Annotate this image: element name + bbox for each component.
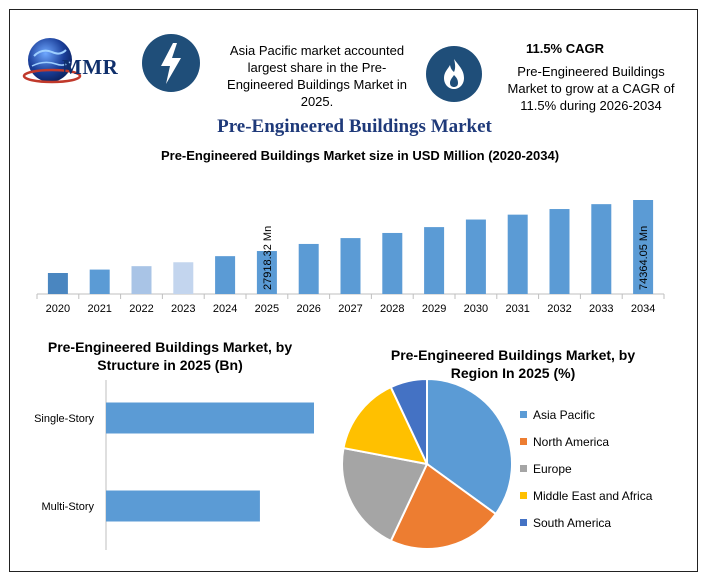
bar-2024 [215, 256, 236, 294]
x-tick-label-2029: 2029 [422, 303, 446, 315]
legend-swatch-middle-east-and-africa [520, 492, 527, 499]
info-left-text: Asia Pacific market accounted largest sh… [227, 43, 407, 109]
legend-label-north-america: North America [533, 434, 610, 449]
region-legend: Asia Pacific North America Europe Middle Ea… [520, 401, 652, 536]
bar-2027 [340, 238, 361, 294]
bar-2023 [173, 262, 194, 294]
region-chart-title: Pre-Engineered Buildings Market, by Regi… [390, 347, 636, 381]
x-tick-label-2027: 2027 [338, 303, 362, 315]
legend-label-south-america: South America [533, 515, 612, 530]
main-title: Pre-Engineered Buildings Market [217, 116, 492, 137]
legend-item-south-america: South America [520, 509, 652, 536]
lightning-bolt-icon [142, 34, 200, 92]
region-pie-chart [341, 377, 513, 550]
bar-single-story [106, 402, 314, 434]
x-tick-label-2033: 2033 [589, 303, 613, 315]
x-tick-label-2030: 2030 [464, 303, 488, 315]
legend-item-north-america: North America [520, 428, 652, 455]
data-label-2025: 27918.32 Mn [262, 226, 274, 290]
legend-swatch-south-america [520, 519, 527, 526]
bar-2022 [131, 266, 152, 294]
flame-icon [426, 46, 482, 102]
mmr-globe-logo [22, 38, 82, 84]
category-label-single-story: Single-Story [34, 413, 94, 425]
pie-slice-middle-east-and-africa [342, 385, 429, 466]
x-tick-label-2034: 2034 [631, 303, 655, 315]
legend-item-middle-east-and-africa: Middle East and Africa [520, 482, 652, 509]
logo-text: MMR [62, 55, 119, 79]
x-tick-label-2026: 2026 [296, 303, 320, 315]
bar-2021 [89, 269, 110, 294]
data-label-2034: 74364.05 Mn [638, 226, 650, 290]
category-label-multi-story: Multi-Story [41, 501, 94, 513]
legend-label-middle-east-and-africa: Middle East and Africa [533, 488, 653, 503]
bar-2029 [424, 227, 445, 294]
x-tick-label-2028: 2028 [380, 303, 404, 315]
pie-slice-asia-pacific [426, 377, 513, 516]
pie-slice-south-america [389, 377, 428, 465]
legend-swatch-asia-pacific [520, 411, 527, 418]
pie-slice-europe [341, 446, 429, 543]
bar-2025 [256, 251, 277, 294]
bar-2030 [465, 219, 486, 294]
bar-2020 [47, 273, 68, 294]
structure-bar-chart: Single-Story Multi-Story [34, 380, 314, 550]
legend-swatch-north-america [520, 438, 527, 445]
legend-swatch-europe [520, 465, 527, 472]
bar-2028 [382, 232, 403, 294]
x-tick-label-2021: 2021 [87, 303, 111, 315]
bar-multi-story [106, 490, 260, 522]
x-tick-label-2023: 2023 [171, 303, 195, 315]
structure-chart-title: Pre-Engineered Buildings Market, by Stru… [47, 339, 293, 373]
x-tick-label-2022: 2022 [129, 303, 153, 315]
bar-2031 [507, 214, 528, 294]
x-tick-label-2024: 2024 [213, 303, 237, 315]
legend-label-asia-pacific: Asia Pacific [533, 407, 596, 422]
bar-2034 [633, 200, 654, 294]
bar-2026 [298, 243, 319, 294]
bar-2032 [549, 209, 570, 294]
legend-item-asia-pacific: Asia Pacific [520, 401, 652, 428]
x-tick-label-2031: 2031 [505, 303, 529, 315]
cagr-title: 11.5% CAGR [525, 41, 605, 56]
info-right-text: Pre-Engineered Buildings Market to grow … [507, 64, 675, 113]
infographic-frame [9, 9, 698, 572]
x-tick-label-2025: 2025 [255, 303, 279, 315]
x-tick-label-2020: 2020 [46, 303, 70, 315]
bar-2033 [591, 204, 612, 294]
legend-item-europe: Europe [520, 455, 652, 482]
bar-chart-title: Pre-Engineered Buildings Market size in … [160, 148, 560, 163]
x-tick-label-2032: 2032 [547, 303, 571, 315]
legend-label-europe: Europe [533, 461, 572, 476]
market-size-bar-chart: 2020 2021 2022 2023 2024 2025 27918.32 Mn 2026 2… [36, 200, 665, 315]
